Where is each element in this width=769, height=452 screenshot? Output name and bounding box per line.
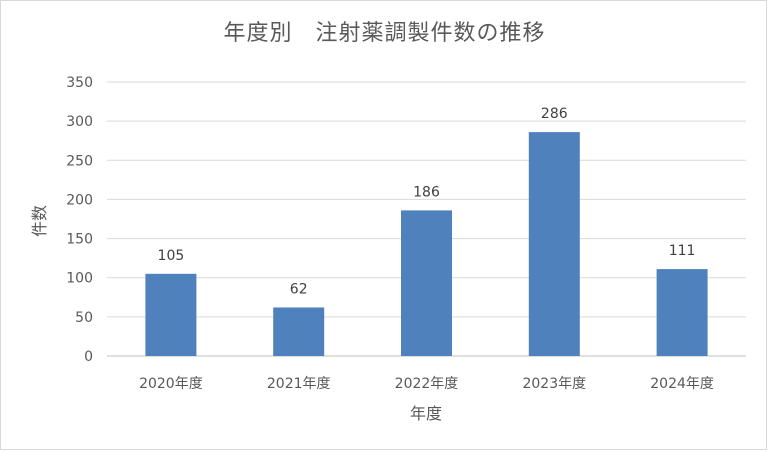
bars: [145, 132, 708, 356]
x-axis-title: 年度: [410, 404, 442, 423]
bar: [656, 269, 708, 356]
data-label: 186: [413, 184, 440, 200]
bar: [401, 210, 452, 356]
x-tick-label: 2024年度: [650, 376, 714, 392]
data-label: 111: [669, 243, 696, 259]
bar: [145, 273, 197, 356]
data-label: 286: [541, 106, 568, 122]
y-axis-title: 件数: [30, 205, 49, 237]
y-axis-ticks: 0 50 100 150 200 250 300 350: [66, 75, 93, 365]
x-axis-ticks: 2020年度 2021年度 2022年度 2023年度 2024年度: [139, 376, 714, 392]
data-label: 62: [290, 281, 308, 297]
x-tick-label: 2020年度: [139, 376, 203, 392]
y-tick-label: 350: [66, 75, 93, 91]
bar: [528, 132, 580, 356]
data-labels: 105 62 186 286 111: [158, 106, 696, 297]
chart-title: 年度別 注射薬調製件数の推移: [223, 21, 546, 46]
y-tick-label: 0: [84, 349, 93, 365]
y-tick-label: 50: [75, 310, 93, 326]
y-tick-label: 250: [66, 153, 93, 169]
data-label: 105: [158, 248, 185, 264]
x-tick-label: 2023年度: [522, 376, 586, 392]
y-tick-label: 100: [66, 271, 93, 287]
bar: [273, 307, 325, 356]
y-tick-label: 150: [66, 232, 93, 248]
y-tick-label: 200: [66, 192, 93, 208]
y-tick-label: 300: [66, 114, 93, 130]
x-tick-label: 2022年度: [395, 376, 459, 392]
x-tick-label: 2021年度: [267, 376, 331, 392]
